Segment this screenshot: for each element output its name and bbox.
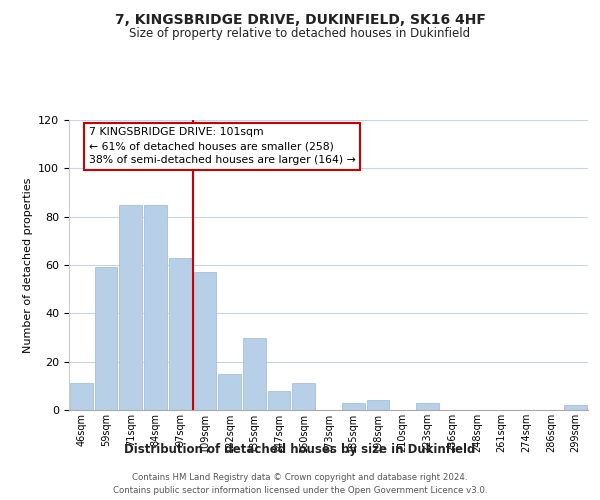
Bar bbox=[564, 405, 587, 410]
Text: 7 KINGSBRIDGE DRIVE: 101sqm
← 61% of detached houses are smaller (258)
38% of se: 7 KINGSBRIDGE DRIVE: 101sqm ← 61% of det… bbox=[89, 127, 356, 165]
Bar bbox=[144, 204, 167, 410]
Text: Contains public sector information licensed under the Open Government Licence v3: Contains public sector information licen… bbox=[113, 486, 487, 495]
Text: Size of property relative to detached houses in Dukinfield: Size of property relative to detached ho… bbox=[130, 28, 470, 40]
Bar bbox=[342, 403, 365, 410]
Bar bbox=[268, 390, 290, 410]
Bar bbox=[70, 384, 93, 410]
Bar bbox=[416, 403, 439, 410]
Bar bbox=[243, 338, 266, 410]
Bar bbox=[119, 204, 142, 410]
Bar bbox=[169, 258, 191, 410]
Bar bbox=[194, 272, 216, 410]
Bar bbox=[95, 268, 118, 410]
Text: Contains HM Land Registry data © Crown copyright and database right 2024.: Contains HM Land Registry data © Crown c… bbox=[132, 472, 468, 482]
Text: 7, KINGSBRIDGE DRIVE, DUKINFIELD, SK16 4HF: 7, KINGSBRIDGE DRIVE, DUKINFIELD, SK16 4… bbox=[115, 12, 485, 26]
Bar bbox=[367, 400, 389, 410]
Y-axis label: Number of detached properties: Number of detached properties bbox=[23, 178, 32, 352]
Text: Distribution of detached houses by size in Dukinfield: Distribution of detached houses by size … bbox=[124, 442, 476, 456]
Bar bbox=[218, 374, 241, 410]
Bar bbox=[292, 384, 315, 410]
